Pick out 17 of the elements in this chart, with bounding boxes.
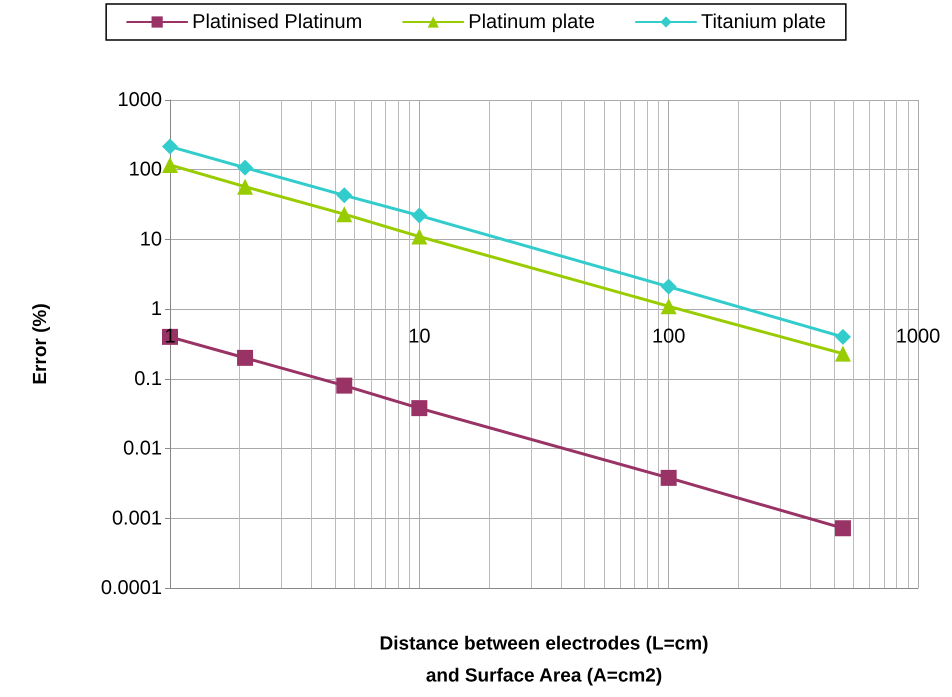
y-tick-label: 0.01 [123,438,162,460]
x-tick-label: 1 [164,325,176,348]
legend-label: Platinum plate [468,11,595,33]
legend-label: Platinised Platinum [192,11,362,33]
y-tick-label: 1000 [118,89,162,111]
legend-label: Titanium plate [700,11,826,33]
y-tick-label: 0.0001 [100,577,162,599]
x-axis-title: Distance between electrodes (L=cm) and Surface Area (A=cm2) [380,634,708,686]
y-tick-label: 100 [128,158,162,181]
y-axis-title: Error (%) [30,303,51,385]
y-tick-label: 0.001 [112,507,162,530]
y-tick-label: 10 [140,228,162,250]
x-tick-label: 1000 [896,325,940,348]
y-tick-label: 1 [150,298,162,320]
x-tick-label: 10 [408,325,430,348]
y-tick-label: 0.1 [134,368,162,390]
x-tick-label: 100 [652,325,686,348]
